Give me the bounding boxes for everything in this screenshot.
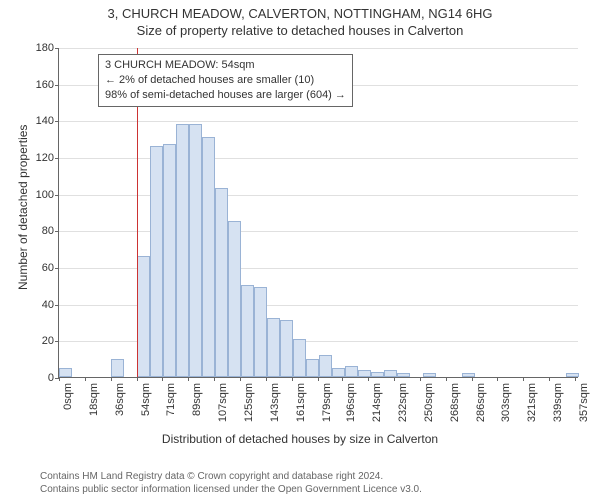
ytick-mark <box>55 341 59 342</box>
xtick-mark <box>575 377 576 381</box>
xtick-label: 196sqm <box>345 383 357 422</box>
xtick-mark <box>420 377 421 381</box>
ytick-mark <box>55 121 59 122</box>
histogram-bar <box>228 221 241 377</box>
ytick-label: 40 <box>42 299 54 311</box>
xtick-mark <box>318 377 319 381</box>
x-axis-title: Distribution of detached houses by size … <box>0 432 600 446</box>
ytick-mark <box>55 48 59 49</box>
histogram-bar <box>215 188 228 377</box>
xtick-mark <box>472 377 473 381</box>
histogram-bar <box>423 373 436 377</box>
annotation-line2: ← 2% of detached houses are smaller (10) <box>105 73 346 88</box>
xtick-mark <box>497 377 498 381</box>
xtick-label: 0sqm <box>62 383 74 410</box>
y-axis-title: Number of detached properties <box>16 125 30 290</box>
histogram-bar <box>293 339 306 378</box>
xtick-label: 357sqm <box>578 383 590 422</box>
histogram-bar <box>241 285 254 377</box>
histogram-bar <box>566 373 579 377</box>
xtick-mark <box>368 377 369 381</box>
xtick-mark <box>111 377 112 381</box>
xtick-mark <box>446 377 447 381</box>
xtick-mark <box>342 377 343 381</box>
xtick-label: 89sqm <box>191 383 203 416</box>
ytick-mark <box>55 85 59 86</box>
histogram-bar <box>319 355 332 377</box>
xtick-label: 268sqm <box>449 383 461 422</box>
histogram-bar <box>189 124 202 377</box>
xtick-label: 232sqm <box>397 383 409 422</box>
ytick-label: 20 <box>42 335 54 347</box>
ytick-label: 80 <box>42 225 54 237</box>
xtick-label: 71sqm <box>165 383 177 416</box>
histogram-bar <box>397 373 410 377</box>
chart-title: 3, CHURCH MEADOW, CALVERTON, NOTTINGHAM,… <box>0 0 600 23</box>
xtick-label: 250sqm <box>423 383 435 422</box>
chart-subtitle: Size of property relative to detached ho… <box>0 23 600 40</box>
histogram-bar <box>267 318 280 377</box>
ytick-mark <box>55 158 59 159</box>
histogram-bar <box>163 144 176 377</box>
ytick-label: 120 <box>36 152 54 164</box>
xtick-mark <box>214 377 215 381</box>
ytick-label: 60 <box>42 262 54 274</box>
ytick-label: 0 <box>48 372 54 384</box>
xtick-mark <box>523 377 524 381</box>
xtick-mark <box>292 377 293 381</box>
xtick-mark <box>549 377 550 381</box>
footer-line1: Contains HM Land Registry data © Crown c… <box>40 470 422 483</box>
histogram-bar <box>280 320 293 377</box>
xtick-label: 214sqm <box>371 383 383 422</box>
histogram-bar <box>345 366 358 377</box>
histogram-bar <box>176 124 189 377</box>
xtick-mark <box>266 377 267 381</box>
histogram-bar <box>306 359 319 377</box>
xtick-label: 18sqm <box>88 383 100 416</box>
xtick-label: 161sqm <box>295 383 307 422</box>
chart-container: 3, CHURCH MEADOW, CALVERTON, NOTTINGHAM,… <box>0 0 600 500</box>
xtick-label: 143sqm <box>269 383 281 422</box>
annotation-box: 3 CHURCH MEADOW: 54sqm ← 2% of detached … <box>98 54 353 107</box>
xtick-label: 286sqm <box>475 383 487 422</box>
xtick-label: 303sqm <box>500 383 512 422</box>
histogram-bar <box>254 287 267 377</box>
ytick-mark <box>55 305 59 306</box>
xtick-mark <box>188 377 189 381</box>
ytick-label: 140 <box>36 115 54 127</box>
histogram-bar <box>358 370 371 377</box>
xtick-label: 54sqm <box>140 383 152 416</box>
histogram-bar <box>202 137 215 377</box>
ytick-label: 160 <box>36 79 54 91</box>
ytick-label: 100 <box>36 189 54 201</box>
histogram-bar <box>111 359 124 377</box>
xtick-mark <box>162 377 163 381</box>
xtick-label: 125sqm <box>243 383 255 422</box>
xtick-mark <box>394 377 395 381</box>
ytick-label: 180 <box>36 42 54 54</box>
footer-line2: Contains public sector information licen… <box>40 483 422 496</box>
xtick-mark <box>137 377 138 381</box>
histogram-bar <box>137 256 150 377</box>
xtick-label: 321sqm <box>526 383 538 422</box>
histogram-bar <box>384 370 397 377</box>
xtick-mark <box>240 377 241 381</box>
ytick-mark <box>55 268 59 269</box>
histogram-bar <box>59 368 72 377</box>
plot-area: 0204060801001201401601800sqm18sqm36sqm54… <box>58 48 578 378</box>
xtick-label: 179sqm <box>321 383 333 422</box>
xtick-mark <box>59 377 60 381</box>
annotation-line3: 98% of semi-detached houses are larger (… <box>105 88 346 103</box>
histogram-bar <box>371 372 384 378</box>
xtick-mark <box>85 377 86 381</box>
histogram-bar <box>332 368 345 377</box>
histogram-bar <box>150 146 163 377</box>
xtick-label: 36sqm <box>114 383 126 416</box>
ytick-mark <box>55 231 59 232</box>
xtick-label: 107sqm <box>217 383 229 422</box>
footer: Contains HM Land Registry data © Crown c… <box>40 470 422 496</box>
xtick-label: 339sqm <box>552 383 564 422</box>
ytick-mark <box>55 195 59 196</box>
annotation-line1: 3 CHURCH MEADOW: 54sqm <box>105 58 346 73</box>
